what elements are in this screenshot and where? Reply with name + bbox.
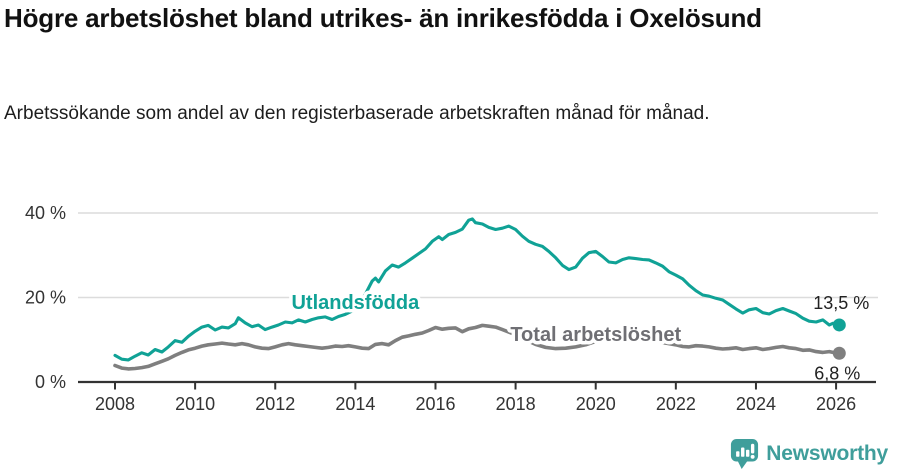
x-tick-label: 2020	[576, 394, 616, 414]
x-tick-label: 2024	[736, 394, 776, 414]
y-tick-label: 40 %	[25, 203, 66, 223]
end-dot	[832, 318, 846, 332]
x-axis-ticks	[114, 382, 838, 390]
series-line-utlandsfodda	[113, 217, 841, 362]
series-lines	[113, 217, 842, 371]
line-chart: 0 % 20 % 40 % 2008 2010 2012 2014 2016 2018 2020…	[25, 203, 878, 414]
brand-name: Newsworthy	[766, 442, 888, 465]
x-axis-labels: 2008 2010 2012 2014 2016 2018 2020 2022 2024 2026	[95, 394, 856, 414]
series-line-total	[113, 323, 842, 371]
bar-chart-speech-bubble-icon	[731, 439, 759, 469]
newsworthy-logo[interactable]: Newsworthy	[730, 438, 888, 470]
end-value-label: 6,8 %	[814, 363, 860, 383]
y-tick-label: 0 %	[35, 372, 66, 392]
gridlines	[78, 212, 878, 299]
series-label: Total arbetslöshet	[510, 324, 681, 346]
x-tick-label: 2008	[95, 394, 135, 414]
y-tick-label: 20 %	[25, 288, 66, 308]
y-axis-labels: 0 % 20 % 40 %	[25, 203, 66, 392]
x-tick-label: 2018	[496, 394, 536, 414]
x-tick-label: 2016	[415, 394, 455, 414]
end-dot	[832, 346, 846, 360]
x-tick-label: 2014	[335, 394, 375, 414]
x-tick-label: 2012	[255, 394, 295, 414]
chart-subtitle: Arbetssökande som andel av den registerb…	[4, 103, 710, 124]
series-inline-labels: Total arbetslöshet Utlandsfödda	[288, 288, 685, 349]
series-end-dots	[832, 318, 846, 360]
footer-branding: Newsworthy	[730, 437, 888, 471]
x-tick-label: 2010	[175, 394, 215, 414]
page-title: Högre arbetslöshet bland utrikes- än inr…	[4, 3, 762, 33]
x-tick-label: 2022	[656, 394, 696, 414]
series-label: Utlandsfödda	[291, 292, 420, 314]
end-value-label: 13,5 %	[813, 293, 869, 313]
series-end-value-labels: 6,8 % 13,5 %	[813, 293, 869, 383]
x-tick-label: 2026	[816, 394, 856, 414]
